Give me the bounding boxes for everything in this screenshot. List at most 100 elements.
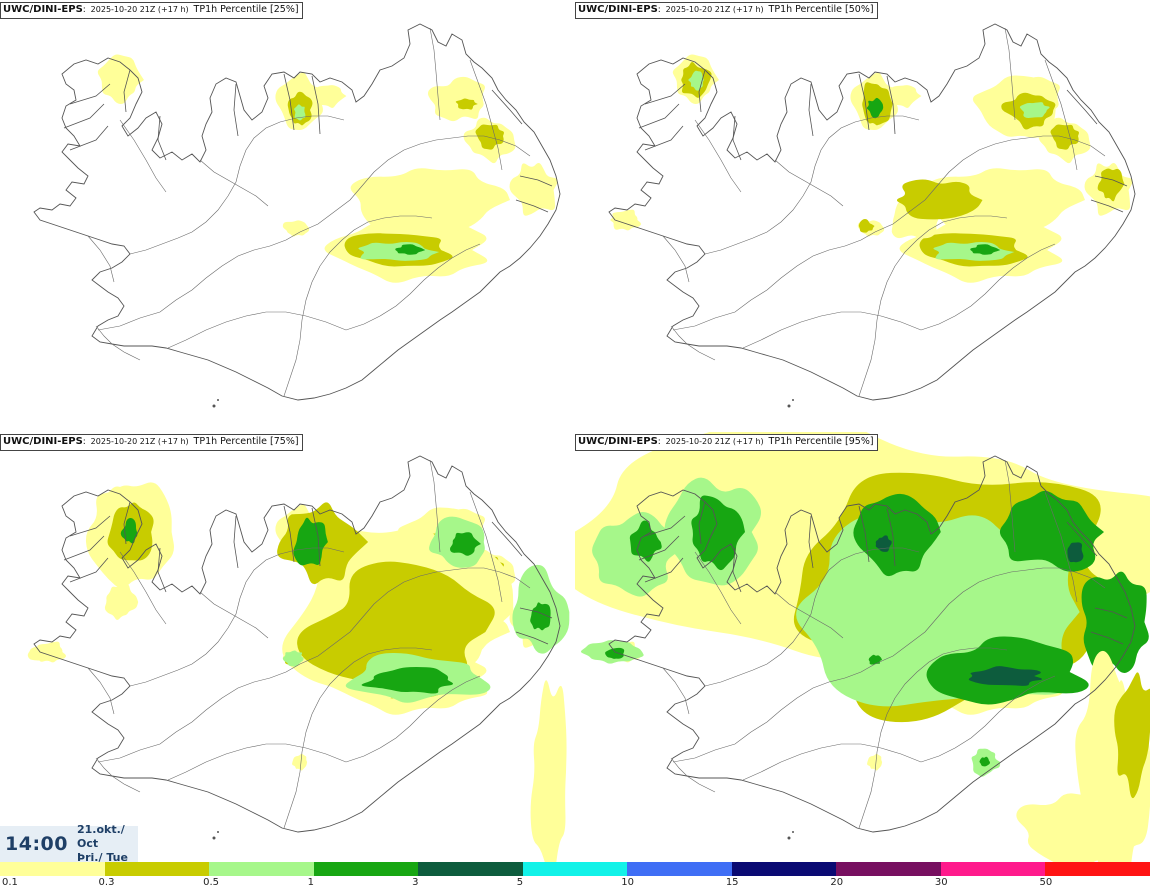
parameter-label: TP1h Percentile [25%] — [193, 4, 299, 15]
colorbar-labels: 0.1 0.3 0.5 1 3 5 10 15 20 30 50 — [0, 877, 1150, 891]
run-time: 2025-10-20 21Z (+17 h) — [665, 437, 764, 446]
road-network — [662, 27, 1106, 397]
parameter-label: TP1h Percentile [95%] — [768, 436, 874, 447]
precip-contour — [509, 162, 558, 216]
fjord-line — [515, 199, 549, 213]
road-line — [95, 757, 141, 793]
coastline — [608, 455, 1136, 833]
road-line — [858, 265, 896, 397]
colorbar-tick-label: 5 — [516, 877, 524, 888]
island-mark — [792, 399, 794, 401]
panel-title: UWC/DINI-EPS: 2025-10-20 21Z (+17 h) TP1… — [0, 2, 303, 19]
colorbar-tick-label: 10 — [621, 877, 634, 888]
road-line — [894, 647, 1008, 699]
road-network — [662, 459, 1106, 829]
road-line — [269, 581, 405, 679]
fjord-line — [732, 115, 742, 161]
road-line — [97, 245, 271, 331]
precip-contour — [27, 646, 55, 661]
road-line — [319, 215, 433, 267]
precip-contour — [455, 98, 478, 110]
precip-contour — [294, 104, 306, 121]
precip-contour — [449, 532, 481, 556]
iceland-map — [27, 455, 570, 864]
road-line — [469, 491, 503, 603]
fjord-line — [157, 115, 167, 161]
island-mark — [787, 404, 791, 408]
fjord-line — [644, 515, 686, 537]
road-line — [239, 115, 345, 167]
colorbar-segment — [627, 862, 732, 876]
precip-contour — [530, 680, 567, 864]
road-line — [429, 27, 441, 121]
road-line — [704, 597, 816, 687]
precip-contour — [691, 495, 745, 571]
precip-contour — [896, 179, 983, 220]
fjord-line — [1090, 631, 1124, 645]
valid-time-clock: 14:00 — [5, 833, 68, 855]
island-mark — [787, 836, 791, 840]
run-time: 2025-10-20 21Z (+17 h) — [90, 5, 189, 14]
precip-field — [575, 432, 1150, 864]
road-line — [87, 235, 115, 283]
fjord-line — [698, 501, 706, 545]
road-line — [894, 215, 1008, 267]
road-line — [403, 135, 531, 157]
island-mark — [212, 404, 216, 408]
road-line — [239, 547, 345, 599]
coastline — [608, 23, 1136, 401]
road-line — [167, 311, 347, 349]
road-line — [672, 245, 846, 331]
island-mark — [217, 831, 219, 833]
map-panel-p25: UWC/DINI-EPS: 2025-10-20 21Z (+17 h) TP1… — [0, 0, 575, 432]
precip-field — [610, 54, 1133, 283]
precip-contour — [1097, 168, 1125, 202]
colorbar-segment — [418, 862, 523, 876]
precip-contour — [1114, 672, 1150, 799]
colorbar-segment — [104, 862, 210, 876]
precip-contour — [350, 168, 510, 233]
road-line — [670, 325, 716, 361]
road-line — [129, 597, 241, 687]
fjord-line — [491, 89, 523, 125]
coastline-path — [608, 455, 1136, 833]
road-line — [672, 677, 846, 763]
valid-date: 21.okt./ Oct Þri./ Tue — [77, 823, 138, 865]
road-line — [469, 59, 503, 171]
fjord-line — [1094, 607, 1128, 619]
fjord-line — [858, 505, 870, 563]
colorbar-segment — [1045, 862, 1150, 876]
precip-field — [27, 482, 570, 864]
fjord-line — [519, 175, 553, 187]
road-line — [269, 149, 405, 247]
fjord-line — [123, 501, 131, 545]
precip-contour — [890, 85, 922, 109]
fjord-line — [63, 103, 105, 129]
fjord-line — [69, 125, 109, 151]
parameter-label: TP1h Percentile [75%] — [193, 436, 299, 447]
road-line — [920, 675, 1056, 763]
road-line — [774, 159, 844, 207]
colorbar-tick-label: 3 — [412, 877, 419, 888]
precip-contour — [1016, 793, 1129, 864]
precip-contour — [530, 602, 551, 631]
road-line — [283, 265, 321, 397]
fjord-line — [519, 607, 553, 619]
fjord-line — [283, 73, 295, 131]
colorbar-tick-label: 30 — [934, 877, 948, 888]
fjord-line — [69, 515, 111, 537]
coastline-path — [33, 23, 561, 401]
road-line — [662, 235, 690, 283]
model-name: UWC/DINI-EPS — [578, 436, 658, 447]
colorbar-segment — [209, 862, 314, 876]
road-line — [670, 757, 716, 793]
fjord-line — [644, 83, 686, 105]
road-line — [694, 551, 742, 625]
fjord-line — [1094, 175, 1128, 187]
precip-contour — [297, 561, 495, 683]
road-line — [978, 567, 1106, 589]
fjord-line — [638, 103, 680, 129]
road-line — [345, 243, 481, 331]
road-line — [1004, 459, 1016, 553]
colorbar-segment — [522, 862, 628, 876]
